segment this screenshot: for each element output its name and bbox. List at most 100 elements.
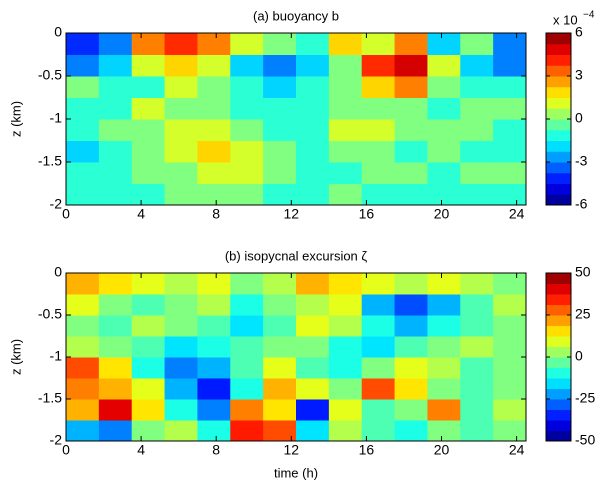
heatmap-cell <box>328 76 363 98</box>
colorbar-band <box>546 273 571 284</box>
heatmap-cell <box>98 357 133 379</box>
heatmap-cell <box>164 399 198 421</box>
heatmap-cell <box>296 33 330 55</box>
y-tick-label: -2 <box>50 196 63 212</box>
heatmap-cell <box>197 183 231 206</box>
heatmap-cell <box>230 76 264 98</box>
heatmap-cell <box>66 315 100 337</box>
heatmap-cell <box>131 336 166 358</box>
heatmap-cell <box>98 33 133 55</box>
x-tick-label: 4 <box>137 442 145 458</box>
heatmap-cell <box>427 140 461 163</box>
heatmap-cell <box>197 76 231 98</box>
colorbar-band <box>546 162 571 174</box>
heatmap-cell <box>296 378 330 400</box>
heatmap-cell <box>131 378 166 400</box>
heatmap-cell <box>296 140 330 163</box>
heatmap-cell <box>328 420 363 442</box>
heatmap-cell <box>361 183 396 206</box>
heatmap-cell <box>230 378 264 400</box>
heatmap-cell <box>296 162 330 184</box>
heatmap-cell <box>164 357 198 379</box>
heatmap-cell <box>197 294 231 316</box>
colorbar-band <box>546 76 571 88</box>
heatmap-cell <box>394 140 428 163</box>
heatmap-cell <box>493 140 527 163</box>
colorbar-tick-label: -50 <box>575 432 595 448</box>
y-tick-label: -1 <box>50 348 63 364</box>
heatmap-cell <box>328 378 363 400</box>
heatmap-cell <box>460 378 494 400</box>
heatmap-cell <box>493 97 527 120</box>
heatmap-cell <box>164 183 198 206</box>
heatmap-cell <box>164 54 198 77</box>
colorbar-band <box>546 172 571 184</box>
heatmap-cell <box>493 420 527 442</box>
colorbar-band <box>546 336 571 347</box>
y-tick-label: -0.5 <box>38 67 62 83</box>
heatmap-cell <box>164 336 198 358</box>
heatmap-cell <box>394 336 428 358</box>
heatmap-cell <box>98 76 133 98</box>
heatmap-cell <box>460 357 494 379</box>
heatmap-cell <box>296 357 330 379</box>
colorbar-band <box>546 420 571 431</box>
heatmap-cell <box>230 294 264 316</box>
heatmap-cell <box>460 33 494 55</box>
colorbar-band <box>546 294 571 305</box>
heatmap-cell <box>164 97 198 120</box>
heatmap-cell <box>394 294 428 316</box>
heatmap-cell <box>328 273 363 295</box>
x-tick-label: 24 <box>509 442 525 458</box>
heatmap-cell <box>493 54 527 77</box>
colorbar-band <box>546 129 571 141</box>
heatmap-cell <box>66 336 100 358</box>
heatmap-cell <box>296 336 330 358</box>
heatmap-cell <box>131 399 166 421</box>
x-tick-label: 8 <box>212 442 220 458</box>
heatmap-cell <box>427 399 461 421</box>
y-tick-label: -0.5 <box>38 306 62 322</box>
heatmap-cell <box>164 140 198 163</box>
heatmap-cell <box>263 315 297 337</box>
heatmap-cell <box>98 119 133 141</box>
heatmap-cell <box>328 140 363 163</box>
heatmap-cell <box>427 162 461 184</box>
heatmap-cell <box>164 294 198 316</box>
heatmap-cell <box>98 162 133 184</box>
colorbar-band <box>546 409 571 421</box>
colorbar-tick-label: -25 <box>575 390 595 406</box>
heatmap-cell <box>131 420 166 442</box>
heatmap-cell <box>230 162 264 184</box>
colorbar-tick-label: 0 <box>575 348 583 364</box>
y-tick-label: -1.5 <box>38 390 62 406</box>
heatmap-cell <box>197 399 231 421</box>
heatmap-cell <box>230 140 264 163</box>
colorbar-tick-label: 25 <box>575 306 591 322</box>
heatmap-cell <box>263 294 297 316</box>
heatmap-cell <box>197 33 231 55</box>
heatmap-cell <box>361 357 396 379</box>
heatmap-cell <box>328 294 363 316</box>
heatmap-cell <box>493 119 527 141</box>
heatmap-cell <box>394 273 428 295</box>
heatmap-cell <box>131 273 166 295</box>
heatmap-cell <box>296 119 330 141</box>
heatmap-cell <box>263 76 297 98</box>
colorbar-band <box>546 399 571 410</box>
heatmap-cell <box>460 273 494 295</box>
heatmap-cell <box>98 294 133 316</box>
heatmap-cell <box>197 273 231 295</box>
heatmap-cell <box>197 54 231 77</box>
y-axis-label: z (km) <box>8 101 23 137</box>
heatmap-cell <box>361 378 396 400</box>
heatmap-cell <box>427 336 461 358</box>
heatmap-cell <box>230 97 264 120</box>
heatmap-cell <box>197 97 231 120</box>
heatmap-cell <box>328 54 363 77</box>
heatmap-cell <box>197 378 231 400</box>
heatmap-cell <box>361 294 396 316</box>
heatmap-cell <box>131 162 166 184</box>
heatmap-cell <box>394 315 428 337</box>
x-tick-label: 0 <box>62 206 70 222</box>
